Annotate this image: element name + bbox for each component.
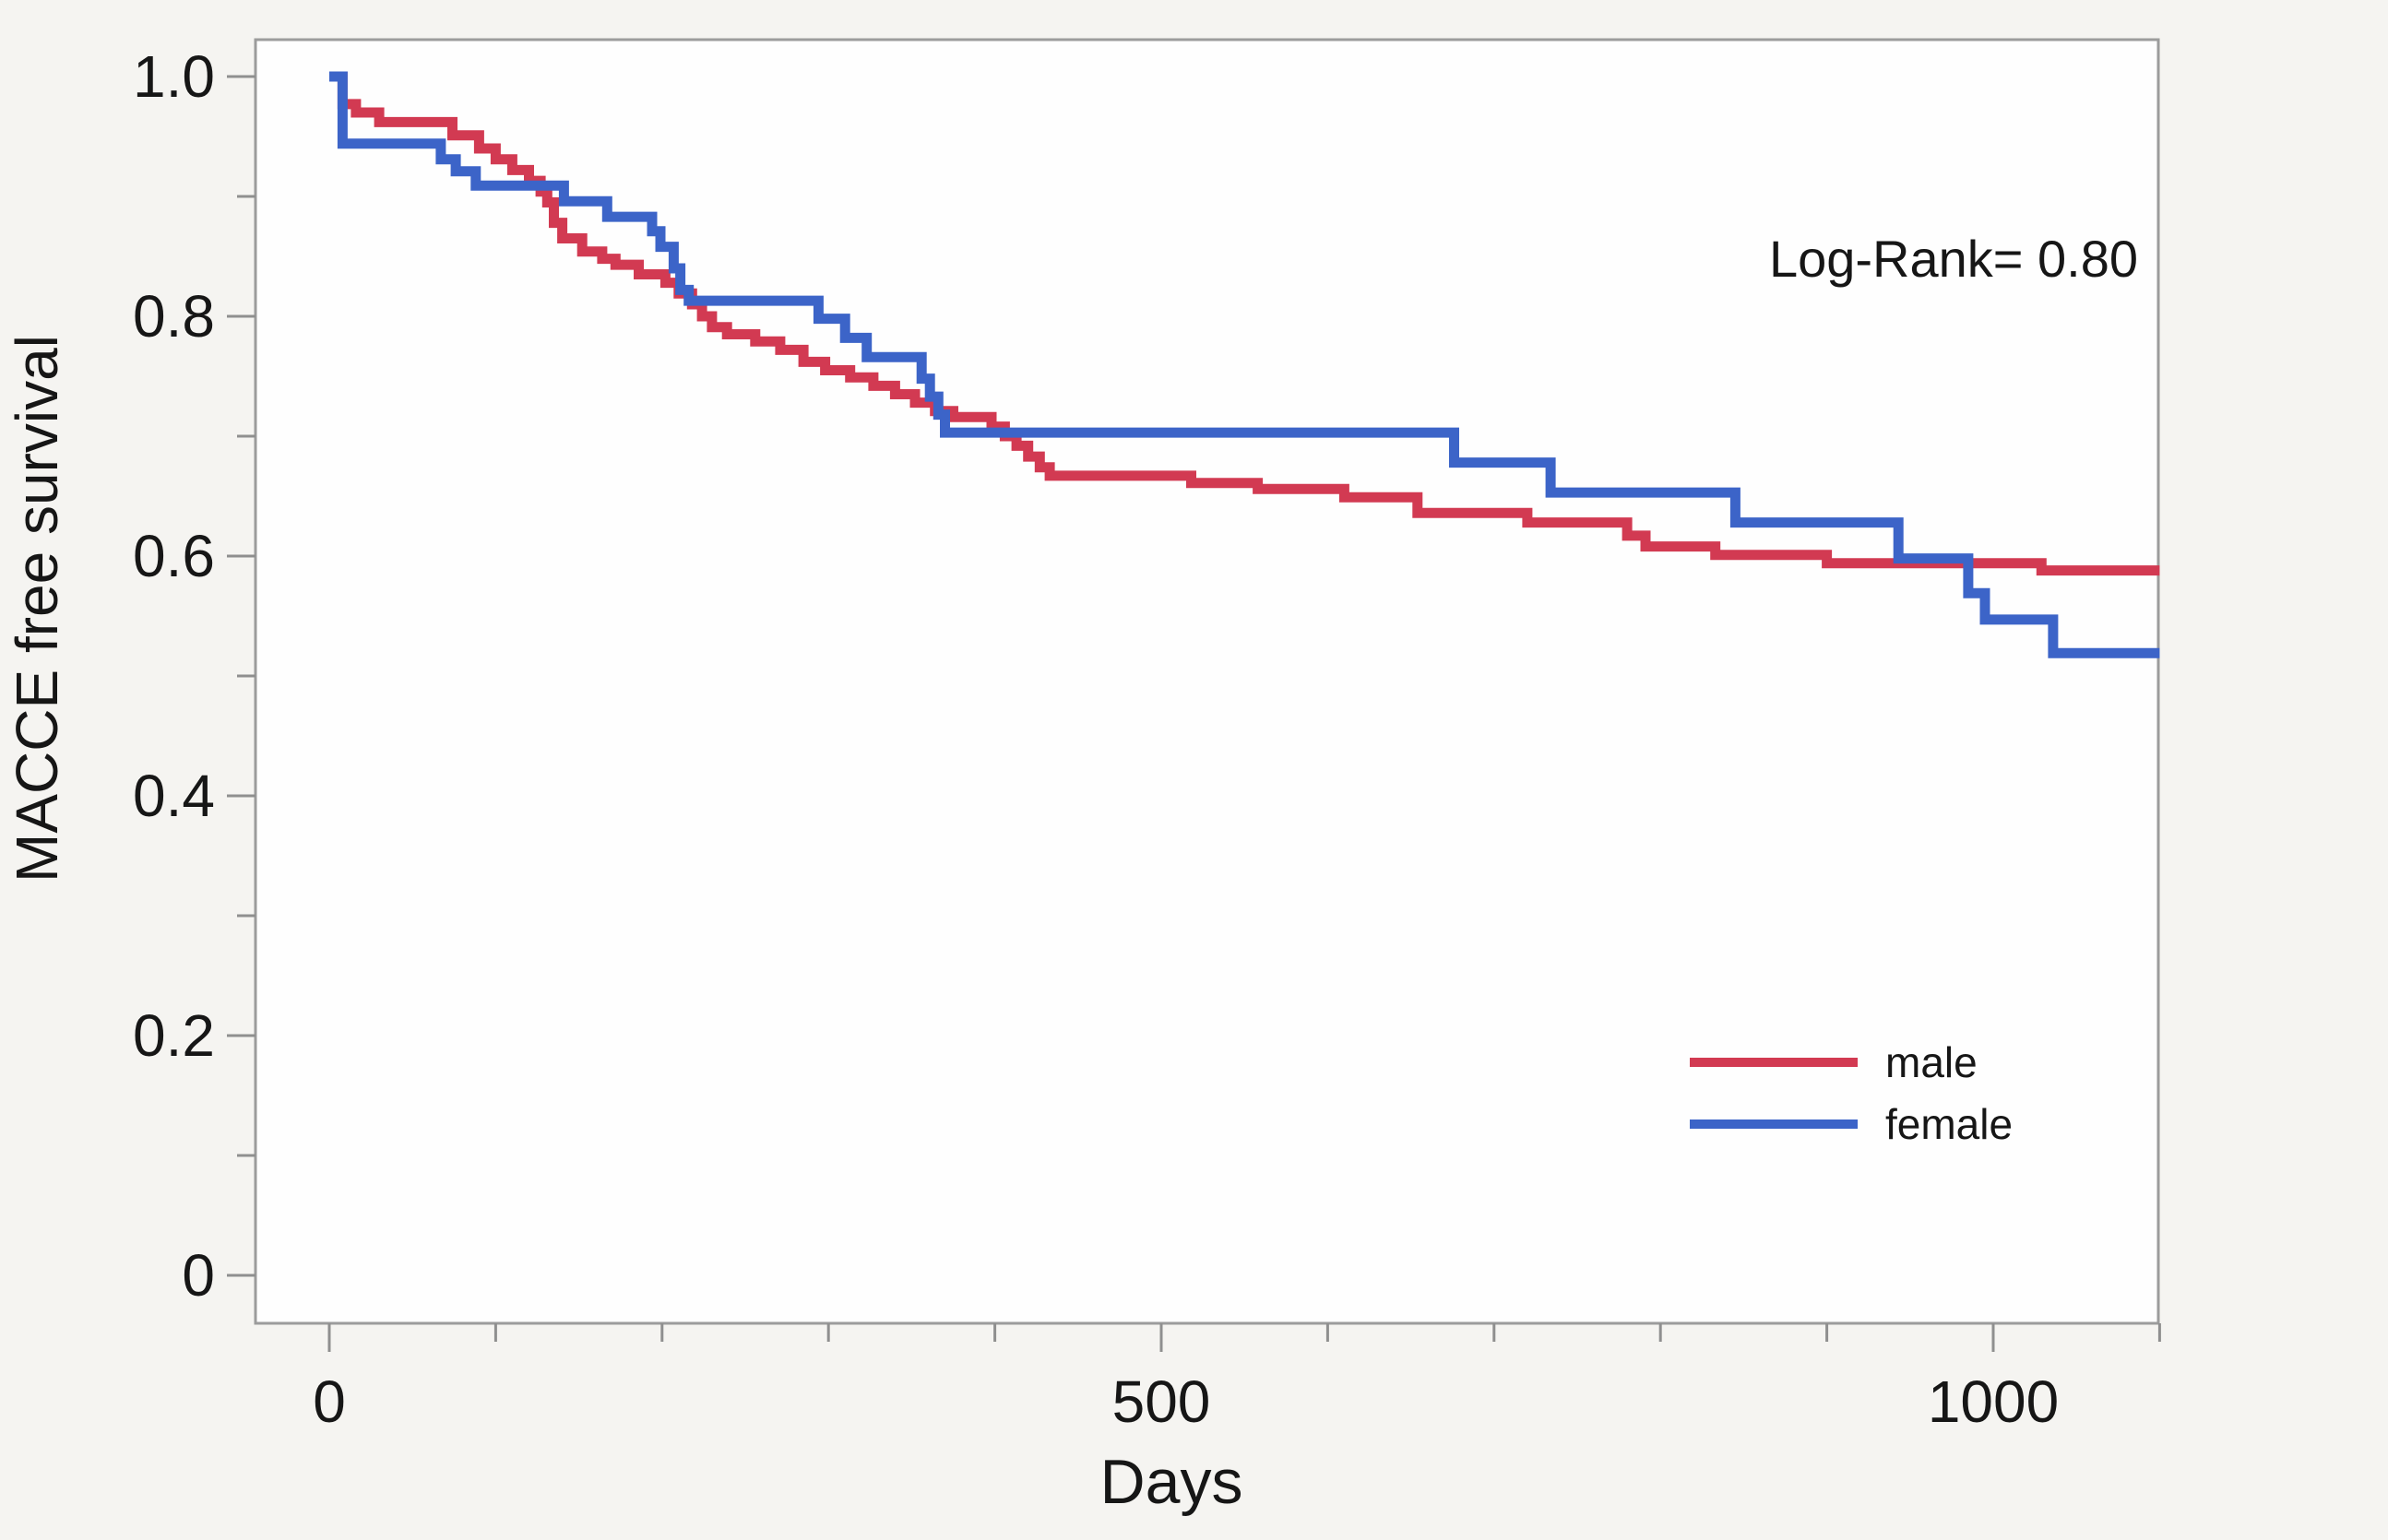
y-tick-label-1: 1.0 — [133, 43, 215, 110]
x-tick-label-1000: 1000 — [1928, 1368, 2059, 1435]
log-rank-annotation: Log-Rank= 0.80 — [1769, 230, 2138, 288]
legend-label-male: male — [1885, 1038, 1978, 1086]
x-tick-label-500: 500 — [1112, 1368, 1211, 1435]
y-tick-label-0.4: 0.4 — [133, 763, 215, 829]
y-tick-label-0.6: 0.6 — [133, 523, 215, 589]
legend-label-female: female — [1885, 1100, 2013, 1148]
survival-curves — [329, 71, 2160, 658]
y-tick-label-0: 0 — [182, 1242, 215, 1309]
y-tick-label-0.2: 0.2 — [133, 1002, 215, 1069]
survival-curve-female — [329, 71, 2160, 658]
y-axis-title: MACCE free survival — [4, 335, 70, 883]
y-tick-label-0.8: 0.8 — [133, 283, 215, 349]
axis-tick-labels: 0 500 1000 0 0.2 0.4 0.6 0.8 1.0 — [133, 43, 2059, 1435]
axis-ticks — [227, 75, 2161, 1352]
x-axis-title: Days — [1100, 1447, 1243, 1517]
x-tick-label-0: 0 — [313, 1368, 346, 1435]
plot-area — [254, 38, 2160, 1325]
legend: male female — [1690, 1038, 2013, 1148]
